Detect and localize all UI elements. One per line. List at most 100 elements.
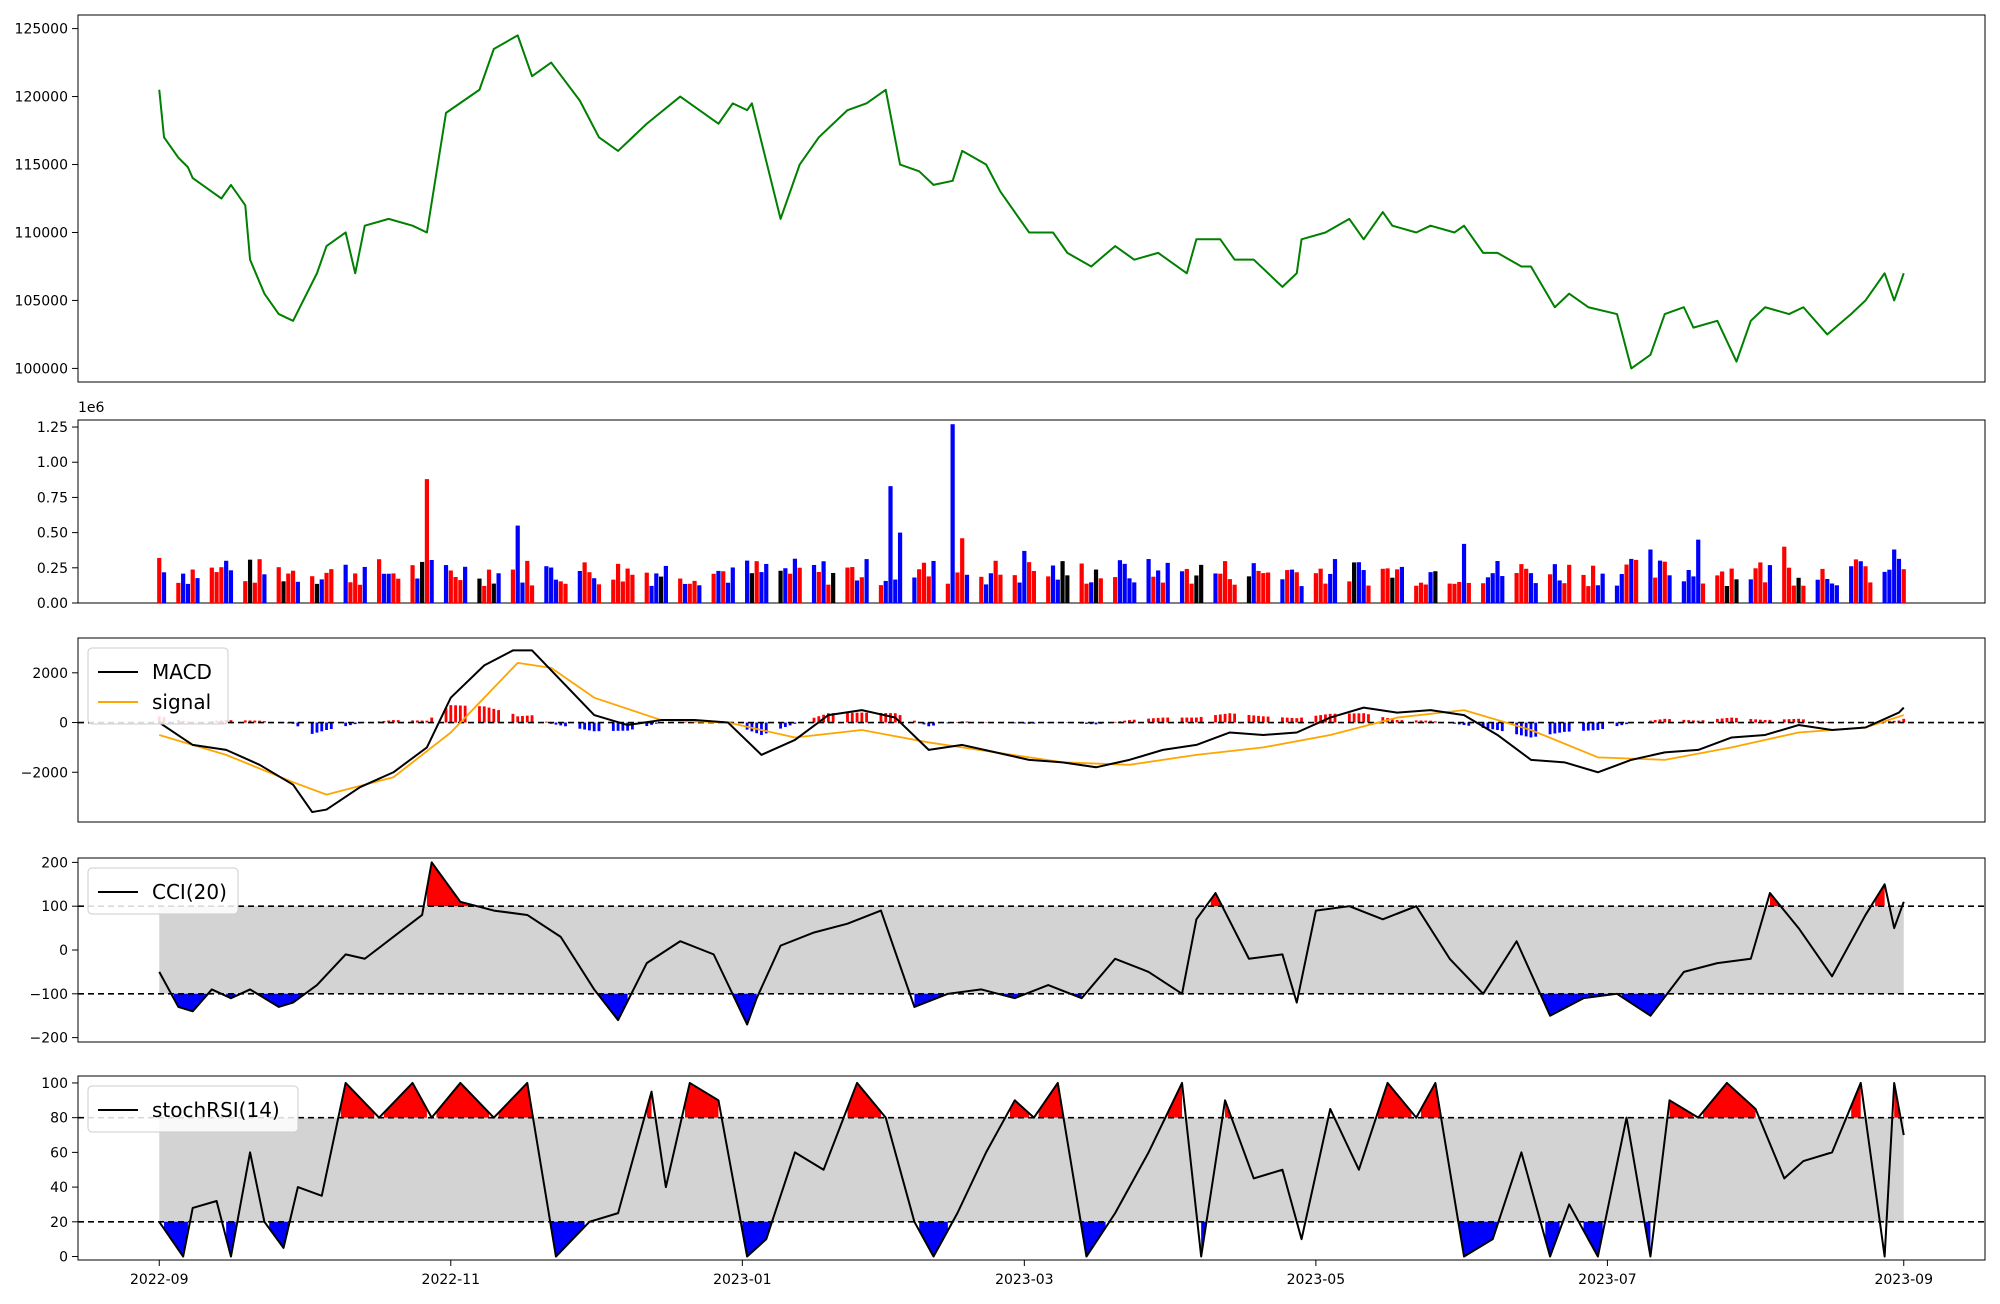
x-tick-label: 2023-09 (1874, 1272, 1933, 1288)
volume-bar (1816, 580, 1820, 603)
volume-bar (1615, 586, 1619, 603)
volume-bar (645, 573, 649, 603)
volume-bar (1868, 582, 1872, 603)
volume-bar (1682, 581, 1686, 603)
volume-bar (549, 568, 553, 603)
y-tick-label: 2000 (32, 666, 68, 682)
volume-bar (611, 580, 615, 603)
macd-histogram-bar (1596, 723, 1599, 730)
volume-bar (592, 578, 596, 603)
macd-histogram-bar (784, 723, 787, 727)
volume-bar (554, 580, 558, 603)
volume-bar (219, 567, 223, 603)
volume-bar (1467, 583, 1471, 603)
volume-bar (277, 567, 281, 603)
neutral-band (159, 906, 1903, 994)
volume-bar (1080, 564, 1084, 603)
volume-bar (1362, 570, 1366, 603)
volume-bar (482, 586, 486, 603)
volume-bar (1194, 575, 1198, 603)
macd-histogram-bar (1357, 713, 1360, 722)
overbought-fill (685, 1083, 718, 1118)
y-tick-label: −100 (30, 987, 68, 1003)
y-tick-label: 1.25 (37, 420, 68, 436)
volume-bar (1782, 547, 1786, 603)
overbought-fill (847, 1083, 880, 1118)
macd-histogram-bar (483, 706, 486, 722)
overbought-fill (1378, 1083, 1411, 1118)
oversold-fill (1541, 994, 1613, 1016)
volume-bar (1323, 584, 1327, 603)
overbought-fill (436, 1083, 489, 1118)
macd-histogram-bar (1348, 713, 1351, 722)
volume-bar (812, 565, 816, 603)
volume-bar (358, 585, 362, 603)
volume-bar (1180, 571, 1184, 603)
volume-bar (1696, 540, 1700, 603)
overbought-fill (427, 862, 475, 906)
volume-bar (1099, 578, 1103, 603)
volume-bar (1897, 559, 1901, 603)
volume-bar (315, 584, 319, 603)
macd-histogram-bar (1563, 723, 1566, 732)
x-tick-label: 2022-09 (130, 1272, 189, 1288)
volume-bar (998, 575, 1002, 603)
volume-bar (931, 561, 935, 603)
y-tick-label: 0.75 (37, 490, 68, 506)
volume-bar (1495, 561, 1499, 603)
volume-bar (1290, 570, 1294, 603)
volume-bar (1620, 574, 1624, 603)
volume-bar (492, 584, 496, 603)
volume-bar (1118, 560, 1122, 603)
volume-bar (1624, 565, 1628, 603)
volume-bar (1213, 573, 1217, 603)
volume-bar (1199, 565, 1203, 603)
volume-bar (391, 573, 395, 603)
volume-bar (1395, 569, 1399, 603)
x-tick-label: 2023-05 (1287, 1272, 1346, 1288)
volume-bar (1534, 583, 1538, 603)
y-tick-label: 1.00 (37, 455, 68, 471)
volume-bar (210, 568, 214, 603)
macd-histogram-bar (1764, 720, 1767, 722)
volume-bar (511, 570, 515, 603)
volume-bar (788, 574, 792, 603)
volume-bar (1586, 586, 1590, 603)
volume-bar (1519, 564, 1523, 603)
volume-bar (487, 570, 491, 603)
y-tick-label: −2000 (21, 765, 68, 781)
volume-bar (410, 565, 414, 603)
volume-bar (353, 573, 357, 603)
volume-bar (496, 573, 500, 603)
volume-bar (1084, 584, 1088, 603)
volume-bar (1691, 576, 1695, 603)
volume-bar (1797, 578, 1801, 603)
macd-histogram-bar (655, 723, 658, 724)
volume-bar (1457, 582, 1461, 603)
volume-bar (578, 571, 582, 603)
volume-bar (1022, 551, 1026, 603)
macd-histogram-bar (1534, 723, 1537, 737)
macd-histogram-bar (564, 723, 567, 727)
volume-bar (1562, 583, 1566, 603)
volume-bar (654, 573, 658, 603)
macd-histogram-bar (1353, 713, 1356, 722)
volume-bar (1835, 585, 1839, 603)
volume-bar (951, 424, 955, 603)
macd-histogram-bar (1549, 723, 1552, 735)
macd-histogram-bar (1362, 713, 1365, 722)
volume-bar (1233, 585, 1237, 603)
volume-bar (1390, 578, 1394, 603)
y-tick-label: 105000 (15, 293, 68, 309)
volume-bar (1849, 566, 1853, 603)
volume-bar (1414, 586, 1418, 603)
macd-histogram-bar (454, 705, 457, 722)
volume-bar (1252, 563, 1256, 603)
volume-bar (1634, 560, 1638, 603)
legend-label: MACD (152, 660, 212, 684)
volume-bar (1166, 563, 1170, 603)
macd-histogram-bar (612, 723, 615, 731)
volume-bar (1529, 573, 1533, 603)
volume-bar (377, 559, 381, 603)
volume-bar (1830, 584, 1834, 603)
